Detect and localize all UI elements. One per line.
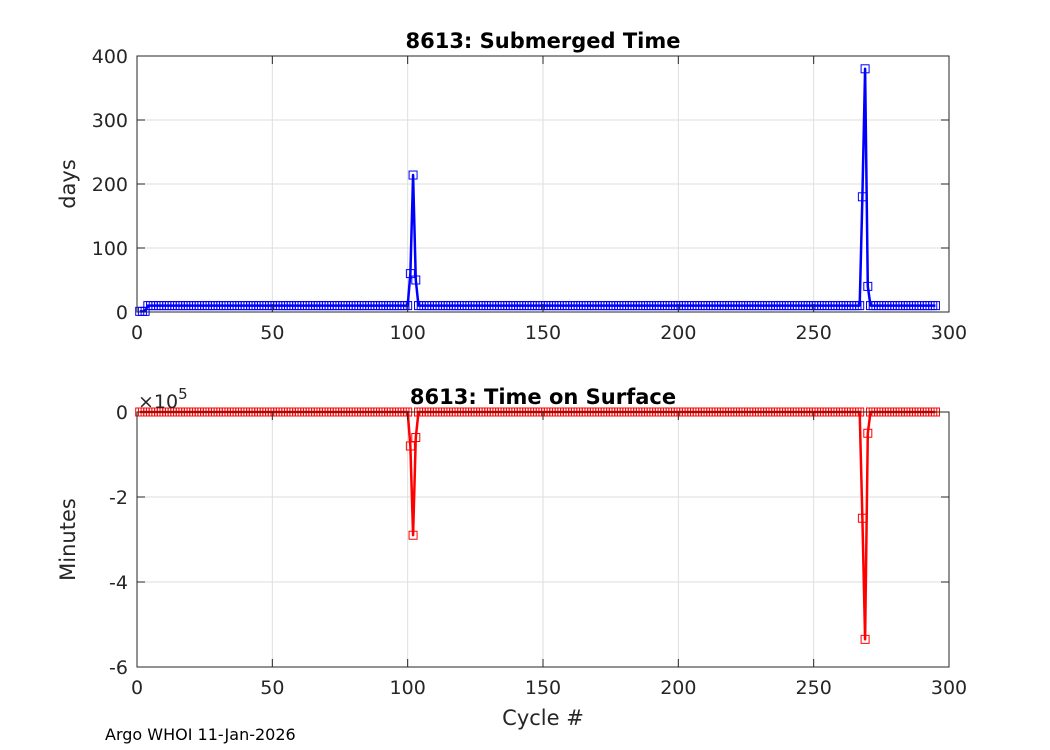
data-point: [405, 269, 415, 279]
y-tick-label: 400: [92, 46, 128, 68]
time-on-surface-chart: 0 50 100 150 200 250 300 -6 -4 -2 0 8613: Time on S…: [56, 385, 967, 730]
y-axis-multiplier: ×105: [138, 385, 188, 413]
data-point: [857, 513, 867, 523]
x-tick-label: 200: [660, 322, 696, 344]
chart-title: 8613: Time on Surface: [410, 385, 676, 409]
data-point: [405, 441, 415, 451]
data-point: [408, 170, 418, 180]
y-tick-label: -6: [109, 657, 128, 679]
x-tick-label: 150: [525, 322, 561, 344]
x-tick-label: 0: [131, 322, 143, 344]
y-axis-label: days: [56, 159, 80, 209]
data-point: [860, 634, 870, 644]
data-point: [863, 428, 873, 438]
x-tick-label: 50: [260, 677, 284, 699]
x-tick-label: 250: [796, 322, 832, 344]
x-tick-label: 250: [796, 677, 832, 699]
data-point: [857, 192, 867, 202]
y-tick-label: 0: [116, 302, 128, 324]
x-tick-label: 300: [931, 677, 967, 699]
y-tick-label: 300: [92, 110, 128, 132]
data-point: [140, 306, 150, 316]
data-point: [411, 275, 421, 285]
data-point: [408, 530, 418, 540]
y-tick-label: 200: [92, 174, 128, 196]
footer-credit: Argo WHOI 11-Jan-2026: [105, 725, 296, 744]
y-tick-label: 100: [92, 238, 128, 260]
y-axis-label: Minutes: [56, 498, 80, 581]
data-point: [930, 301, 940, 311]
x-tick-label: 50: [260, 322, 284, 344]
x-tick-label: 200: [660, 677, 696, 699]
submerged-time-chart: 0 50 100 150 200 250 300 0 100 200 300 400 8613: Sub…: [56, 29, 967, 344]
data-point: [411, 433, 421, 442]
x-tick-label: 300: [931, 322, 967, 344]
data-point: [860, 64, 870, 74]
y-tick-label: 0: [116, 402, 128, 424]
x-tick-label: 100: [390, 677, 426, 699]
x-axis-label: Cycle #: [502, 706, 584, 730]
chart-title: 8613: Submerged Time: [405, 29, 680, 53]
x-tick-label: 100: [390, 322, 426, 344]
data-point: [855, 301, 865, 311]
x-tick-label: 150: [525, 677, 561, 699]
x-tick-label: 0: [131, 677, 143, 699]
y-tick-label: -4: [109, 572, 128, 594]
y-tick-label: -2: [109, 487, 128, 509]
data-point: [863, 281, 873, 291]
